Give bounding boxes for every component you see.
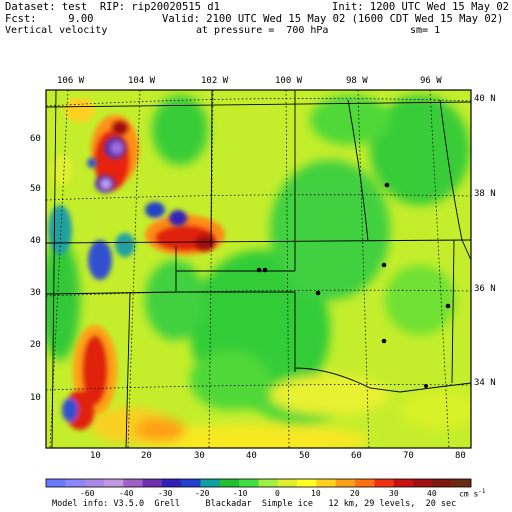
grid-x-50: 50 [299,451,310,461]
init-time: Init: 1200 UTC Wed 15 May 02 [332,1,510,13]
grid-x-70: 70 [403,451,414,461]
field-name: Vertical velocity [5,25,108,36]
lon-label-106w: 106 W [57,76,85,86]
lon-label-104w: 104 W [128,76,156,86]
grid-x-10: 10 [90,451,101,461]
grid-y-50: 50 [30,184,41,194]
map-frame [45,89,472,449]
colorbar-swatch [103,479,124,487]
colorbar-swatch [46,479,66,487]
colorbar-swatch [316,479,337,487]
lat-lon-grid [45,89,472,449]
colorbar-swatch [181,479,201,487]
colorbar-label-neg20: -20 [195,489,210,498]
colorbar-swatch [142,479,163,487]
lon-label-100w: 100 W [275,76,303,86]
colorbar-label-neg10: -10 [233,489,248,498]
lat-label-34n: 34 N [474,378,496,388]
grid-x-60: 60 [351,451,362,461]
grid-x-20: 20 [141,451,152,461]
grid-y-30: 30 [30,288,41,298]
grid-y-10: 10 [30,393,41,403]
forecast-hour: Fcst: 9.00 [5,13,94,25]
colorbar-label-neg30: -30 [158,489,173,498]
lon-label-102w: 102 W [201,76,229,86]
colorbar-swatch [374,479,395,487]
pressure-level: at pressure = 700 hPa [196,25,329,36]
colorbar-units: cm s-1 [459,488,486,499]
colorbar-swatch [84,479,105,487]
colorbar-swatch [297,479,317,487]
colorbar [45,478,472,488]
grid-y-60: 60 [30,134,41,144]
city-markers [256,182,451,388]
grid-y-40: 40 [30,236,41,246]
colorbar-swatch [65,479,85,487]
colorbar-label-20: 20 [350,489,360,498]
lat-label-36n: 36 N [474,284,496,294]
colorbar-swatch [200,479,221,487]
colorbar-swatch [161,479,182,487]
colorbar-frame [45,478,472,488]
grid-y-20: 20 [30,340,41,350]
colorbar-label-0: 0 [275,489,280,498]
colorbar-swatch [123,479,143,487]
colorbar-swatch [219,479,240,487]
lon-label-96w: 96 W [420,76,442,86]
colorbar-label-neg40: -40 [119,489,134,498]
grid-x-80: 80 [455,451,466,461]
model-info-footer: Model info: V3.5.0 Grell Blackadar Simpl… [52,499,457,509]
smoothing-label: sm= 1 [410,25,441,36]
state-boundaries [45,89,472,449]
colorbar-label-neg60: -60 [80,489,95,498]
lat-label-40n: 40 N [474,94,496,104]
colorbar-swatch [432,479,452,487]
colorbar-label-10: 10 [311,489,321,498]
colorbar-swatch [277,479,298,487]
valid-time: Valid: 2100 UTC Wed 15 May 02 (1600 CDT … [162,13,504,25]
colorbar-label-30: 30 [389,489,399,498]
colorbar-swatch [393,479,414,487]
colorbar-swatch [451,479,472,487]
colorbar-label-40: 40 [427,489,437,498]
grid-x-30: 30 [194,451,205,461]
grid-x-40: 40 [246,451,257,461]
lon-label-98w: 98 W [346,76,368,86]
colorbar-swatch [335,479,356,487]
colorbar-swatch [258,479,279,487]
dataset-label: Dataset: test RIP: rip20020515 d1 [5,1,220,13]
velocity-field [46,90,471,448]
colorbar-swatch [239,479,259,487]
colorbar-swatch [413,479,433,487]
colorbar-swatch [355,479,375,487]
lat-label-38n: 38 N [474,189,496,199]
